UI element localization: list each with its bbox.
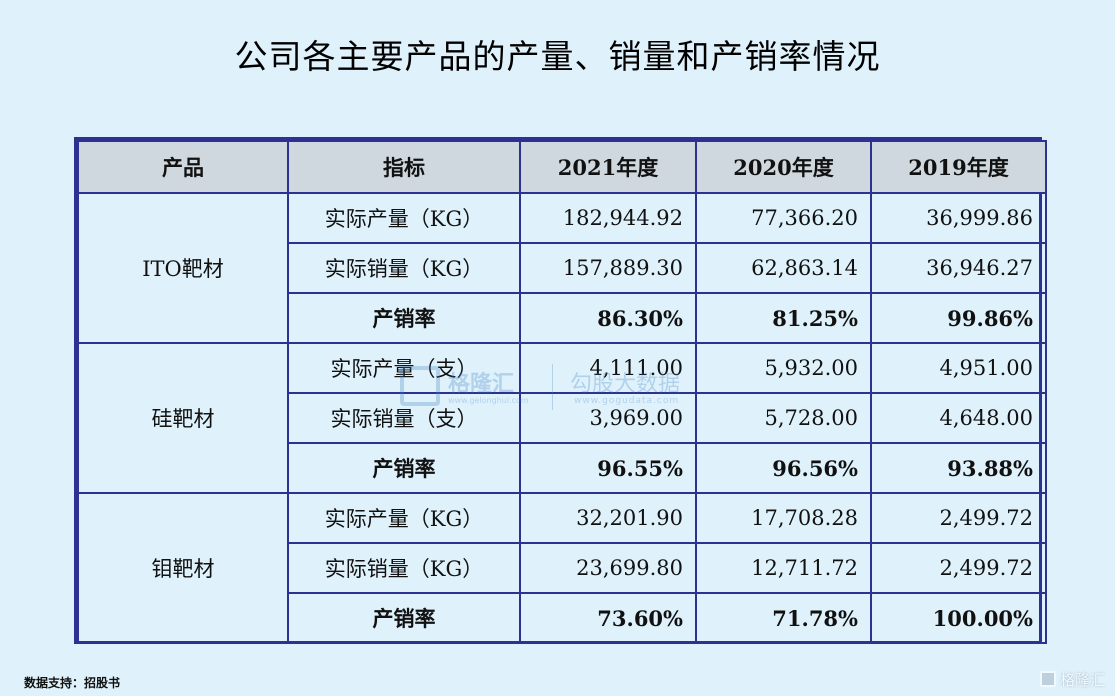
value-cell-2020: 71.78%	[695, 592, 872, 644]
column-header-2021: 2021年度	[519, 140, 697, 194]
data-table-container: 产品 指标 2021年度 2020年度 2019年度 ITO靶材 实际产量（KG…	[74, 137, 1047, 644]
value-cell-2020: 77,366.20	[695, 192, 872, 244]
value-cell-2019: 36,946.27	[870, 242, 1047, 294]
corner-logo-icon	[1040, 671, 1056, 687]
corner-brand-text: 格隆汇	[1060, 671, 1106, 689]
metric-cell: 实际销量（KG）	[287, 542, 521, 594]
metric-cell: 实际销量（KG）	[287, 242, 521, 294]
table-row: 产销率 96.55% 96.56% 93.88%	[78, 442, 1047, 494]
corner-brand: 格隆汇	[1040, 668, 1112, 692]
value-cell-2021: 3,969.00	[519, 392, 697, 444]
value-cell-2021: 32,201.90	[519, 492, 697, 544]
value-cell-2020: 81.25%	[695, 292, 872, 344]
metric-cell: 实际产量（KG）	[287, 192, 521, 244]
metric-cell: 产销率	[287, 442, 521, 494]
value-cell-2019: 2,499.72	[870, 492, 1047, 544]
value-cell-2021: 86.30%	[519, 292, 697, 344]
value-cell-2021: 73.60%	[519, 592, 697, 644]
table-row: 实际销量（KG） 23,699.80 12,711.72 2,499.72	[78, 542, 1047, 594]
value-cell-2019: 4,648.00	[870, 392, 1047, 444]
value-cell-2021: 182,944.92	[519, 192, 697, 244]
value-cell-2021: 23,699.80	[519, 542, 697, 594]
column-header-2020: 2020年度	[695, 140, 872, 194]
column-header-2019: 2019年度	[870, 140, 1047, 194]
column-header-metric: 指标	[287, 140, 521, 194]
value-cell-2019: 2,499.72	[870, 542, 1047, 594]
table-row: 产销率 86.30% 81.25% 99.86%	[78, 292, 1047, 344]
metric-cell: 实际销量（支）	[287, 392, 521, 444]
data-table: 产品 指标 2021年度 2020年度 2019年度 ITO靶材 实际产量（KG…	[77, 140, 1047, 644]
metric-cell: 实际产量（支）	[287, 342, 521, 394]
table-row: 产销率 73.60% 71.78% 100.00%	[78, 592, 1047, 644]
metric-cell: 实际产量（KG）	[287, 492, 521, 544]
value-cell-2021: 157,889.30	[519, 242, 697, 294]
page-title: 公司各主要产品的产量、销量和产销率情况	[234, 37, 881, 76]
value-cell-2019: 36,999.86	[870, 192, 1047, 244]
value-cell-2021: 4,111.00	[519, 342, 697, 394]
table-row: 实际销量（KG） 157,889.30 62,863.14 36,946.27	[78, 242, 1047, 294]
value-cell-2019: 100.00%	[870, 592, 1047, 644]
value-cell-2020: 96.56%	[695, 442, 872, 494]
value-cell-2019: 4,951.00	[870, 342, 1047, 394]
value-cell-2020: 5,728.00	[695, 392, 872, 444]
value-cell-2019: 99.86%	[870, 292, 1047, 344]
table-row: 硅靶材 实际产量（支） 4,111.00 5,932.00 4,951.00	[77, 342, 1047, 494]
value-cell-2020: 62,863.14	[695, 242, 872, 294]
value-cell-2021: 96.55%	[519, 442, 697, 494]
value-cell-2020: 17,708.28	[695, 492, 872, 544]
value-cell-2020: 12,711.72	[695, 542, 872, 594]
metric-cell: 产销率	[287, 292, 521, 344]
table-row: 实际销量（支） 3,969.00 5,728.00 4,648.00	[78, 392, 1047, 444]
source-note: 数据支持：招股书	[24, 676, 121, 690]
table-header-row: 产品 指标 2021年度 2020年度 2019年度	[77, 140, 1047, 194]
table-row: 钼靶材 实际产量（KG） 32,201.90 17,708.28 2,499.7…	[77, 492, 1047, 644]
value-cell-2019: 93.88%	[870, 442, 1047, 494]
metric-cell: 产销率	[287, 592, 521, 644]
value-cell-2020: 5,932.00	[695, 342, 872, 394]
table-row: ITO靶材 实际产量（KG） 182,944.92 77,366.20 36,9…	[77, 192, 1047, 344]
product-cell-silicon: 硅靶材	[77, 342, 289, 494]
product-cell-ito: ITO靶材	[77, 192, 289, 344]
column-header-product: 产品	[77, 140, 289, 194]
product-cell-molybdenum: 钼靶材	[77, 492, 289, 644]
